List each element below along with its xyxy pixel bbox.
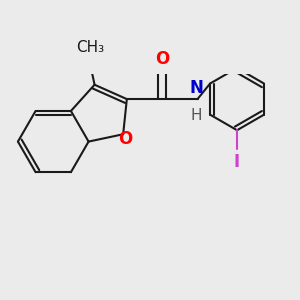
Text: I: I (234, 153, 240, 171)
Text: H: H (191, 107, 203, 122)
Text: O: O (118, 130, 132, 148)
Text: CH₃: CH₃ (76, 40, 104, 55)
Text: O: O (155, 50, 169, 68)
Text: N: N (190, 79, 204, 97)
